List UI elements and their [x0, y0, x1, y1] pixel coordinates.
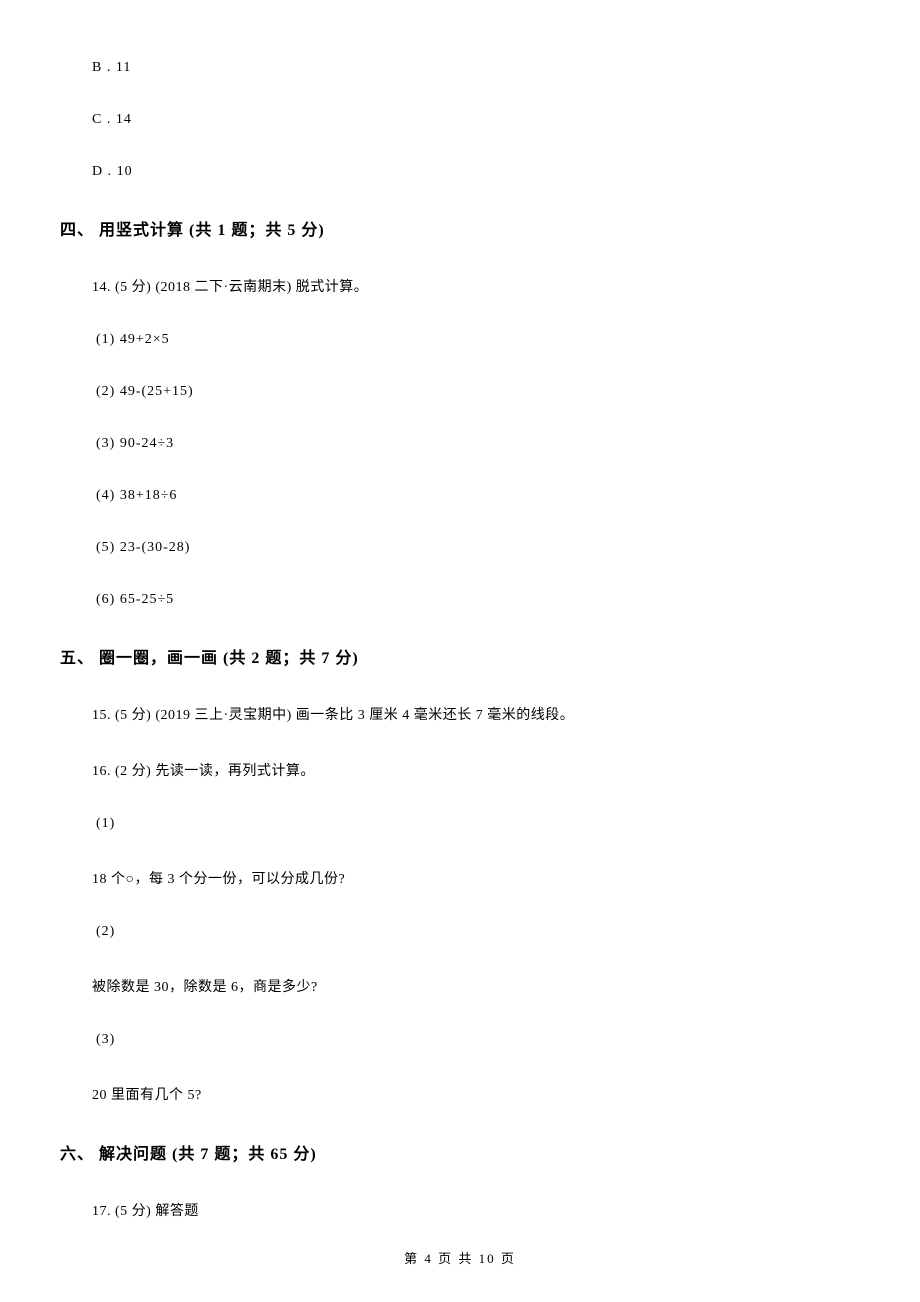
q14-item-1: (1) 49+2×5: [96, 332, 860, 348]
question-17: 17. (5 分) 解答题: [92, 1200, 860, 1220]
q14-item-6: (6) 65-25÷5: [96, 592, 860, 608]
q16-item-1-text: 18 个○，每 3 个分一份，可以分成几份?: [92, 868, 860, 888]
question-16: 16. (2 分) 先读一读，再列式计算。: [92, 760, 860, 780]
q16-item-3-text: 20 里面有几个 5?: [92, 1084, 860, 1104]
q14-item-2: (2) 49-(25+15): [96, 384, 860, 400]
document-content: B . 11 C . 14 D . 10 四、 用竖式计算 (共 1 题；共 5…: [60, 60, 860, 1220]
section-5-heading: 五、 圈一圈，画一画 (共 2 题；共 7 分): [60, 644, 860, 668]
q14-item-3: (3) 90-24÷3: [96, 436, 860, 452]
q16-item-3-label: (3): [96, 1032, 860, 1048]
option-b: B . 11: [92, 60, 860, 76]
q16-item-1-label: (1): [96, 816, 860, 832]
q14-item-5: (5) 23-(30-28): [96, 540, 860, 556]
section-4-heading: 四、 用竖式计算 (共 1 题；共 5 分): [60, 216, 860, 240]
option-d: D . 10: [92, 164, 860, 180]
option-c: C . 14: [92, 112, 860, 128]
q16-item-2-text: 被除数是 30，除数是 6，商是多少?: [92, 976, 860, 996]
page-footer: 第 4 页 共 10 页: [0, 1248, 920, 1267]
q16-item-2-label: (2): [96, 924, 860, 940]
question-14: 14. (5 分) (2018 二下·云南期末) 脱式计算。: [92, 276, 860, 296]
section-6-heading: 六、 解决问题 (共 7 题；共 65 分): [60, 1140, 860, 1164]
q14-item-4: (4) 38+18÷6: [96, 488, 860, 504]
question-15: 15. (5 分) (2019 三上·灵宝期中) 画一条比 3 厘米 4 毫米还…: [92, 704, 860, 724]
